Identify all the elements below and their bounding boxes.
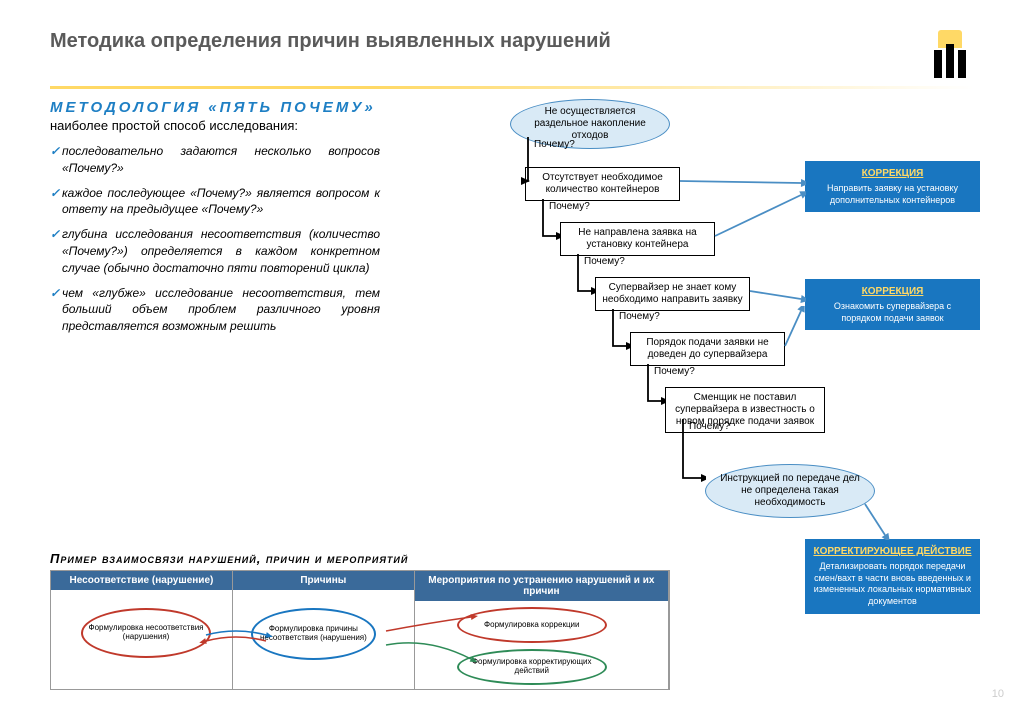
correction-c3: КОРРЕКТИРУЮЩЕЕ ДЕЙСТВИЕДетализировать по… — [805, 539, 980, 614]
bullet-item: глубина исследования несоответствия (кол… — [50, 226, 380, 276]
slide-title: Методика определения причин выявленных н… — [50, 30, 611, 53]
why-label: Почему? — [619, 311, 660, 322]
flow-node-n1: Отсутствует необходимое количество конте… — [525, 167, 680, 201]
flow-node-n2: Не направлена заявка на установку контей… — [560, 222, 715, 256]
correction-c2: КОРРЕКЦИЯОзнакомить супервайзера с поряд… — [805, 279, 980, 330]
why-label: Почему? — [534, 139, 575, 150]
flow-node-n4: Порядок подачи заявки не доведен до супе… — [630, 332, 785, 366]
why-label: Почему? — [654, 366, 695, 377]
why-label: Почему? — [549, 201, 590, 212]
methodology-heading: МЕТОДОЛОГИЯ «ПЯТЬ ПОЧЕМУ» — [50, 99, 380, 116]
example-oval: Формулировка несоответствия (нарушения) — [81, 608, 211, 658]
flow-node-end: Инструкцией по передаче дел не определен… — [705, 464, 875, 518]
example-col-head: Мероприятия по устранению нарушений и их… — [415, 571, 668, 601]
example-oval: Формулировка коррекции — [457, 607, 607, 643]
methodology-panel: МЕТОДОЛОГИЯ «ПЯТЬ ПОЧЕМУ» наиболее прост… — [50, 99, 390, 559]
why-label: Почему? — [584, 256, 625, 267]
example-col-head: Причины — [233, 571, 414, 590]
company-logo — [926, 30, 974, 78]
flowchart-area: Не осуществляется раздельное накопление … — [390, 99, 974, 559]
divider — [50, 86, 974, 89]
bullet-item: последовательно задаются несколько вопро… — [50, 143, 380, 177]
why-label: Почему? — [689, 421, 730, 432]
example-col-head: Несоответствие (нарушение) — [51, 571, 232, 590]
bullet-item: каждое последующее «Почему?» является во… — [50, 185, 380, 219]
example-col-body: Формулировка причины несоответствия (нар… — [233, 590, 414, 678]
example-table: Несоответствие (нарушение) Формулировка н… — [50, 570, 670, 690]
example-oval: Формулировка причины несоответствия (нар… — [251, 608, 376, 660]
correction-c1: КОРРЕКЦИЯНаправить заявку на установку д… — [805, 161, 980, 212]
example-section: Пример взаимосвязи нарушений, причин и м… — [50, 551, 670, 690]
slide-number: 10 — [992, 688, 1004, 700]
methodology-subtitle: наиболее простой способ исследования: — [50, 118, 380, 133]
flow-node-n3: Супервайзер не знает кому необходимо нап… — [595, 277, 750, 311]
example-col-body: Формулировка коррекции Формулировка корре… — [415, 601, 668, 689]
example-oval: Формулировка корректирующих действий — [457, 649, 607, 685]
example-col-body: Формулировка несоответствия (нарушения) — [51, 590, 232, 678]
bullet-item: чем «глубже» исследование несоответствия… — [50, 285, 380, 335]
methodology-bullets: последовательно задаются несколько вопро… — [50, 143, 380, 335]
example-title: Пример взаимосвязи нарушений, причин и м… — [50, 551, 670, 566]
